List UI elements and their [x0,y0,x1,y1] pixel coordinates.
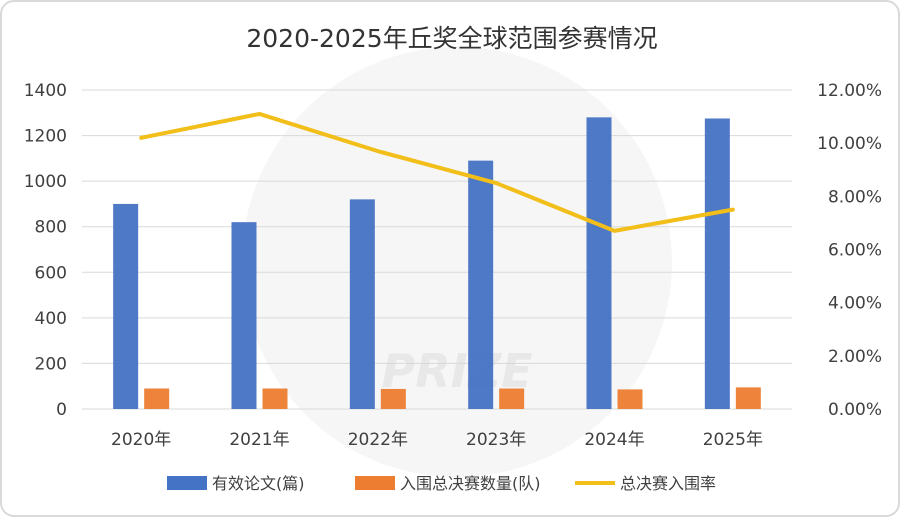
bar-finalists [735,387,761,409]
bar-papers [468,160,494,409]
x-tick-label: 2025年 [703,430,763,450]
right-tick-label: 0.00% [828,400,882,420]
right-tick-label: 6.00% [828,241,882,261]
bar-finalists [262,388,288,409]
bar-papers [704,118,730,409]
legend-swatch [355,476,395,490]
line-point [732,209,734,211]
line-finalist-rate [139,111,735,233]
line-point [614,230,615,232]
x-tick-label: 2022年 [348,430,408,450]
bars [113,117,761,409]
right-tick-label: 12.00% [817,81,882,101]
line-point [259,113,260,115]
line-point [377,150,379,152]
right-axis-ticks: 0.00% 2.00% 4.00% 6.00% 8.00% 10.00% 12.00% [817,81,882,420]
bar-finalists [380,388,406,409]
line-point [140,137,142,139]
left-tick-label: 400 [35,309,67,329]
left-tick-label: 1200 [24,127,67,147]
legend-label: 有效论文(篇) [212,474,305,493]
legend-label: 总决赛入围率 [620,474,716,493]
x-tick-label: 2023年 [466,430,526,450]
legend: 有效论文(篇) 入围总决赛数量(队) 总决赛入围率 [167,474,716,493]
line-series [139,111,735,233]
bar-papers [231,222,257,409]
line-point [495,182,497,184]
left-tick-label: 1000 [24,172,67,192]
x-tick-label: 2021年 [229,430,289,450]
right-tick-label: 10.00% [817,134,882,154]
legend-label: 入围总决赛数量(队) [400,474,541,493]
x-tick-label: 2020年 [111,430,171,450]
bar-papers [586,117,612,409]
bar-finalists [617,389,643,409]
bar-papers [113,203,139,409]
right-tick-label: 4.00% [828,294,882,314]
x-tick-label: 2024年 [584,430,644,450]
watermark-circle [242,47,672,477]
bar-finalists [499,388,525,409]
left-tick-label: 200 [35,354,67,374]
right-tick-label: 2.00% [828,347,882,367]
left-tick-label: 600 [35,263,67,283]
legend-swatch [167,476,207,490]
x-axis-ticks: 2020年 2021年 2022年 2023年 2024年 2025年 [111,430,763,450]
left-tick-label: 0 [56,400,67,420]
left-tick-label: 800 [35,218,67,238]
chart-title: 2020-2025年丘奖全球范围参赛情况 [246,24,657,53]
bar-papers [349,199,375,409]
gridlines [82,89,792,410]
left-tick-label: 1400 [24,81,67,101]
bar-finalists [144,388,170,409]
right-tick-label: 8.00% [828,187,882,207]
left-axis-ticks: 0 200 400 600 800 1000 1200 1400 [24,81,67,420]
